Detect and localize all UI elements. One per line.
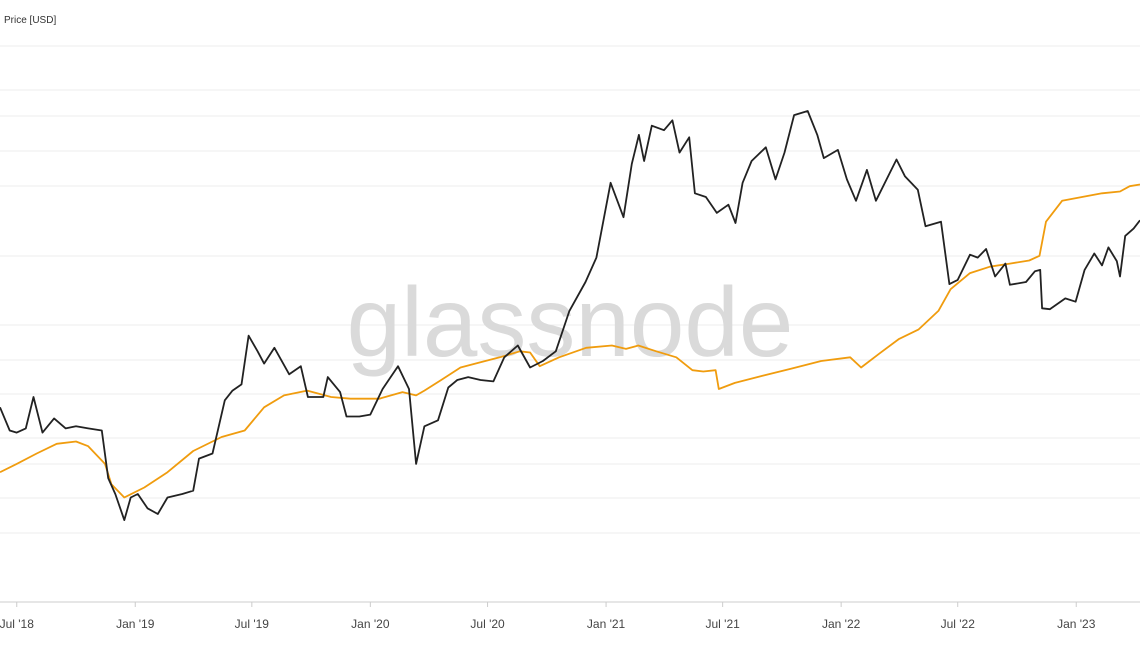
x-tick-label: Jan '22	[822, 617, 861, 631]
x-tick-label: Jul '18	[0, 617, 34, 631]
y-axis-title: Price [USD]	[4, 15, 57, 26]
series-line-1	[0, 183, 1140, 499]
x-tick-label: Jan '21	[587, 617, 626, 631]
x-tick-label: Jul '21	[705, 617, 740, 631]
series-layer	[0, 110, 1140, 521]
x-tick-label: Jan '20	[351, 617, 390, 631]
watermark: glassnode	[347, 267, 794, 377]
x-tick-label: Jan '23	[1057, 617, 1096, 631]
series-line-0	[0, 110, 1140, 521]
x-tick-label: Jan '19	[116, 617, 155, 631]
x-tick-label: Jul '20	[470, 617, 505, 631]
x-tick-label: Jul '19	[235, 617, 270, 631]
x-tick-label: Jul '22	[941, 617, 976, 631]
x-axis: Jul '18 Jan '19 Jul '19 Jan '20 Jul '20 Jan '…	[0, 602, 1096, 631]
gridlines	[0, 45, 1140, 534]
